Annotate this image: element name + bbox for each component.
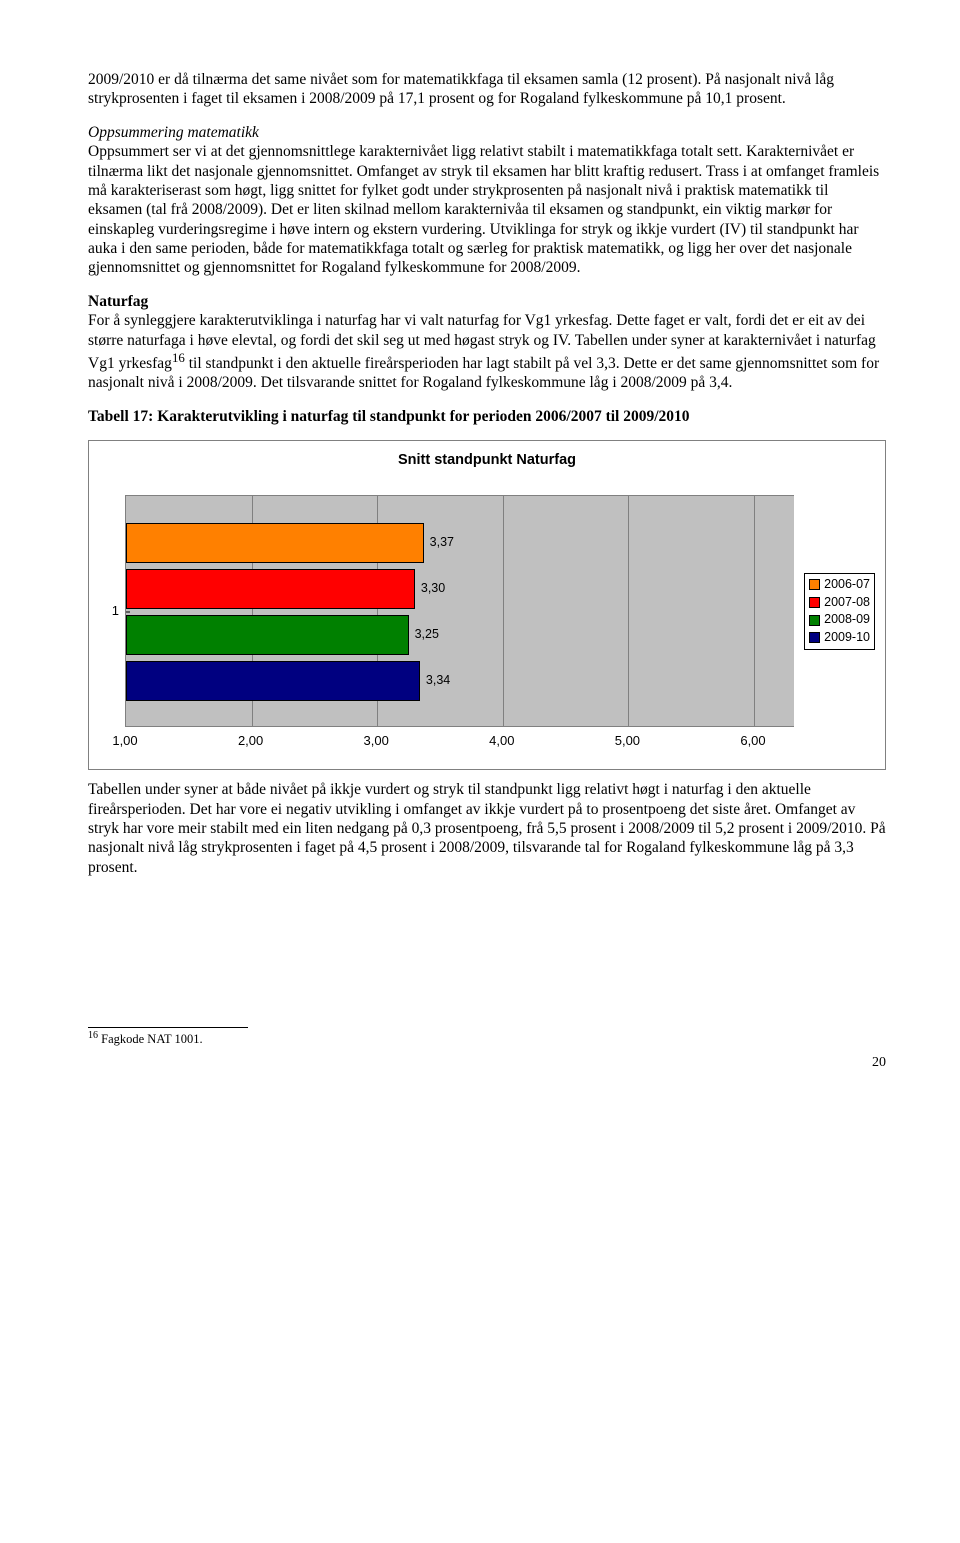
paragraph-intro: 2009/2010 er då tilnærma det same nivået… bbox=[88, 70, 886, 109]
chart-naturfag-standpunkt: Snitt standpunkt Naturfag 1 3,37 3,30 3,25… bbox=[88, 440, 886, 770]
gridline bbox=[628, 496, 629, 726]
legend-item: 2009-10 bbox=[809, 629, 870, 647]
legend-item: 2006-07 bbox=[809, 576, 870, 594]
legend-swatch bbox=[809, 579, 820, 590]
bar-value-label: 3,25 bbox=[415, 627, 439, 643]
footnote-ref-16: 16 bbox=[172, 350, 185, 365]
naturfag-body: For å synleggjere karakterutviklinga i n… bbox=[88, 311, 886, 393]
chart-title: Snitt standpunkt Naturfag bbox=[89, 441, 885, 495]
oppsummering-body: Oppsummert ser vi at det gjennomsnittleg… bbox=[88, 143, 879, 276]
x-tick-label: 2,00 bbox=[238, 733, 263, 749]
x-axis: 1,002,003,004,005,006,00 bbox=[125, 727, 753, 757]
paragraph-after-chart: Tabellen under syner at både nivået på i… bbox=[88, 780, 886, 877]
x-tick-label: 1,00 bbox=[112, 733, 137, 749]
bar-value-label: 3,30 bbox=[421, 581, 445, 597]
x-tick-label: 6,00 bbox=[740, 733, 765, 749]
legend-swatch bbox=[809, 632, 820, 643]
chart-bar bbox=[126, 569, 415, 609]
page-number: 20 bbox=[88, 1054, 886, 1072]
oppsummering-heading: Oppsummering matematikk bbox=[88, 124, 259, 141]
chart-legend: 2006-07 2007-082008-09 2009-10 bbox=[804, 573, 875, 650]
legend-item: 2007-08 bbox=[809, 594, 870, 612]
bar-value-label: 3,37 bbox=[430, 535, 454, 551]
legend-item: 2008-09 bbox=[809, 611, 870, 629]
legend-label: 2006-07 bbox=[824, 577, 870, 593]
legend-swatch bbox=[809, 597, 820, 608]
legend-swatch bbox=[809, 615, 820, 626]
footnote-rule bbox=[88, 1027, 248, 1028]
y-axis-category: 1 bbox=[89, 603, 125, 619]
x-tick-label: 4,00 bbox=[489, 733, 514, 749]
gridline bbox=[754, 496, 755, 726]
x-tick-label: 3,00 bbox=[364, 733, 389, 749]
gridline bbox=[503, 496, 504, 726]
table-17-heading: Tabell 17: Karakterutvikling i naturfag … bbox=[88, 407, 886, 426]
chart-bar bbox=[126, 523, 424, 563]
legend-label: 2009-10 bbox=[824, 630, 870, 646]
bar-value-label: 3,34 bbox=[426, 673, 450, 689]
footnote-16: 16 Fagkode NAT 1001. bbox=[88, 1030, 886, 1048]
chart-bar bbox=[126, 615, 409, 655]
chart-bar bbox=[126, 661, 420, 701]
naturfag-heading: Naturfag bbox=[88, 292, 886, 311]
paragraph-oppsummering: Oppsummering matematikk Oppsummert ser v… bbox=[88, 123, 886, 278]
legend-label: 2008-09 bbox=[824, 612, 870, 628]
x-tick-label: 5,00 bbox=[615, 733, 640, 749]
plot-area: 3,37 3,30 3,25 3,34 bbox=[125, 495, 794, 727]
legend-label: 2007-08 bbox=[824, 595, 870, 611]
